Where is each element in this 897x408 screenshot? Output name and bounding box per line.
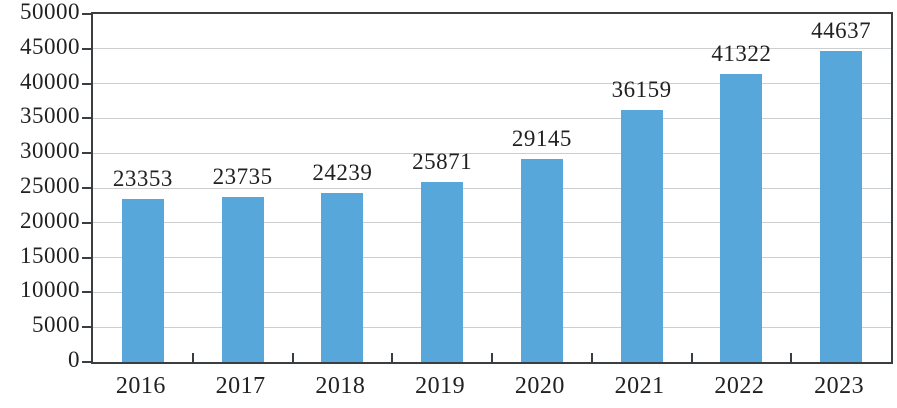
gridline-y-30000 <box>93 152 891 154</box>
y-tick-label-15000: 15000 <box>20 242 80 268</box>
x-tick-label-2018: 2018 <box>315 373 366 399</box>
x-tick-3 <box>391 353 394 362</box>
bar-2021 <box>620 110 663 362</box>
gridline-y-5000 <box>93 326 891 328</box>
y-tick-label-25000: 25000 <box>20 173 80 198</box>
y-tick-15000 <box>82 256 91 259</box>
x-tick-label-2019: 2019 <box>415 373 466 399</box>
x-tick-label-2022: 2022 <box>714 373 765 399</box>
x-axis-labels: 2016 2017 2018 2019 2020 2021 2022 2023 <box>91 371 893 403</box>
x-tick-label-2021: 2021 <box>614 373 665 399</box>
gridline-y-40000 <box>93 83 891 85</box>
bar-value-label-2018: 24239 <box>312 160 373 186</box>
bar-2016 <box>121 199 164 362</box>
y-tick-label-40000: 40000 <box>20 68 80 94</box>
bar-2017 <box>221 196 264 362</box>
gridline-y-25000 <box>93 187 891 189</box>
y-axis-labels: 0 5000 10000 15000 20000 25000 30000 35000 40000… <box>0 0 80 372</box>
y-tick-label-20000: 20000 <box>20 207 80 233</box>
y-tick-label-50000: 50000 <box>20 0 80 24</box>
bar-2019 <box>421 181 464 362</box>
bar-value-label-2023: 44637 <box>811 18 872 44</box>
bar-2023 <box>820 51 863 362</box>
bar-value-label-2020: 29145 <box>511 126 572 152</box>
y-tick-30000 <box>82 152 91 155</box>
x-tick-label-2017: 2017 <box>215 373 266 399</box>
y-tick-20000 <box>82 221 91 224</box>
y-tick-label-0: 0 <box>68 347 80 372</box>
y-tick-label-45000: 45000 <box>20 33 80 59</box>
bar-value-label-2019: 25871 <box>412 148 473 174</box>
plot-area: 23353 23735 24239 25871 29145 36159 41322 44637 <box>82 12 893 364</box>
gridline-y-45000 <box>93 48 891 50</box>
x-tick-7 <box>790 353 793 362</box>
bar-value-label-2017: 23735 <box>212 163 273 189</box>
bar-2020 <box>520 159 563 362</box>
x-tick-6 <box>690 353 693 362</box>
x-tick-label-2016: 2016 <box>115 373 166 399</box>
x-tick-5 <box>590 353 593 362</box>
bar-2018 <box>321 193 364 362</box>
gridline-y-20000 <box>93 222 891 224</box>
bar-value-label-2021: 36159 <box>611 77 672 103</box>
x-tick-4 <box>491 353 493 362</box>
bar-value-label-2022: 41322 <box>711 41 772 67</box>
gridline-y-10000 <box>93 291 891 293</box>
x-tick-label-2020: 2020 <box>514 373 565 399</box>
bar-2022 <box>720 74 763 362</box>
y-tick-5000 <box>82 326 91 329</box>
gridline-y-15000 <box>93 257 891 259</box>
y-tick-label-10000: 10000 <box>20 277 80 303</box>
y-tick-label-30000: 30000 <box>20 138 80 164</box>
x-tick-label-2023: 2023 <box>814 373 865 399</box>
y-tick-label-35000: 35000 <box>20 103 80 129</box>
gridline-y-35000 <box>93 117 891 119</box>
y-tick-10000 <box>82 291 91 294</box>
y-tick-25000 <box>82 187 91 189</box>
y-tick-40000 <box>82 82 91 85</box>
y-tick-35000 <box>82 117 91 120</box>
bar-value-label-2016: 23353 <box>112 166 173 192</box>
y-tick-0 <box>82 361 91 363</box>
x-tick-2 <box>291 353 294 362</box>
y-tick-label-5000: 5000 <box>32 312 80 338</box>
x-tick-1 <box>191 353 194 362</box>
y-tick-45000 <box>82 47 91 50</box>
y-tick-50000 <box>82 13 91 15</box>
